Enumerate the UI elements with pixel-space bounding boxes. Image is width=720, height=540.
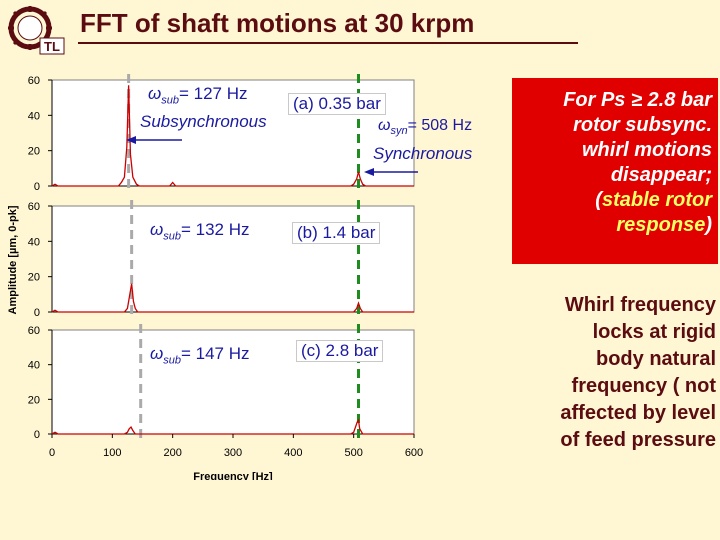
x-axis-label: Frequency [Hz] — [193, 471, 273, 480]
callout-box: For Ps ≥ 2.8 bar rotor subsync. whirl mo… — [512, 78, 718, 264]
omega-sub-label-c: ωsub= 147 Hz — [150, 344, 250, 367]
y-tick-label: 0 — [34, 181, 40, 193]
case-label-a: (a) 0.35 bar — [288, 93, 386, 115]
callout-line: disappear; — [610, 164, 712, 186]
callout-line: For Ps ≥ 2.8 bar — [563, 89, 712, 111]
y-tick-label: 0 — [34, 429, 40, 441]
y-axis-label: Amplitude [µm, 0-pk] — [7, 205, 19, 314]
case-label-c: (c) 2.8 bar — [296, 340, 384, 362]
logo-text: TL — [44, 39, 60, 54]
y-tick-label: 40 — [28, 110, 40, 122]
note-line: locks at rigid — [592, 321, 716, 343]
x-tick-label: 400 — [284, 447, 302, 459]
fft-series-line — [51, 283, 414, 313]
x-tick-label: 200 — [163, 447, 181, 459]
x-tick-label: 0 — [49, 447, 55, 459]
note-line: body natural — [595, 348, 716, 370]
callout-line: whirl motions — [582, 139, 712, 161]
y-tick-label: 40 — [28, 360, 40, 372]
x-tick-label: 500 — [344, 447, 362, 459]
subsynchronous-label: Subsynchronous — [140, 112, 267, 131]
y-tick-label: 60 — [28, 325, 40, 337]
y-tick-label: 20 — [28, 272, 40, 284]
fft-series-line — [51, 418, 414, 435]
synchronous-label: Synchronous — [373, 144, 473, 163]
omega-syn-label: ωsyn= 508 Hz — [378, 117, 473, 138]
y-tick-label: 20 — [28, 146, 40, 158]
y-tick-label: 0 — [34, 307, 40, 319]
callout-line: rotor subsync. — [573, 114, 712, 136]
callout-line: (stable rotor — [595, 189, 712, 211]
case-label-b: (b) 1.4 bar — [292, 222, 381, 244]
note-line: affected by level — [560, 402, 716, 424]
y-tick-label: 40 — [28, 236, 40, 248]
omega-sub-label-b: ωsub= 132 Hz — [150, 220, 250, 243]
callout-line: response) — [616, 214, 712, 236]
x-tick-label: 300 — [224, 447, 242, 459]
note-line: of feed pressure — [560, 429, 716, 451]
y-tick-label: 60 — [28, 75, 40, 87]
note-line: Whirl frequency — [564, 294, 716, 316]
note-line: frequency ( not — [571, 375, 716, 397]
sync-arrow-head — [364, 168, 374, 176]
y-tick-label: 60 — [28, 201, 40, 213]
x-tick-label: 100 — [103, 447, 121, 459]
slide-title: FFT of shaft motions at 30 krpm — [80, 8, 475, 38]
omega-sub-label-a: ωsub= 127 Hz — [148, 84, 248, 107]
subsync-arrow-head — [126, 136, 136, 144]
x-tick-label: 600 — [405, 447, 423, 459]
university-logo: TL — [4, 4, 68, 61]
whirl-note: Whirl frequency locks at rigid body natu… — [512, 292, 716, 454]
title-rule — [78, 42, 578, 44]
y-tick-label: 20 — [28, 394, 40, 406]
fft-series-line — [51, 85, 414, 187]
